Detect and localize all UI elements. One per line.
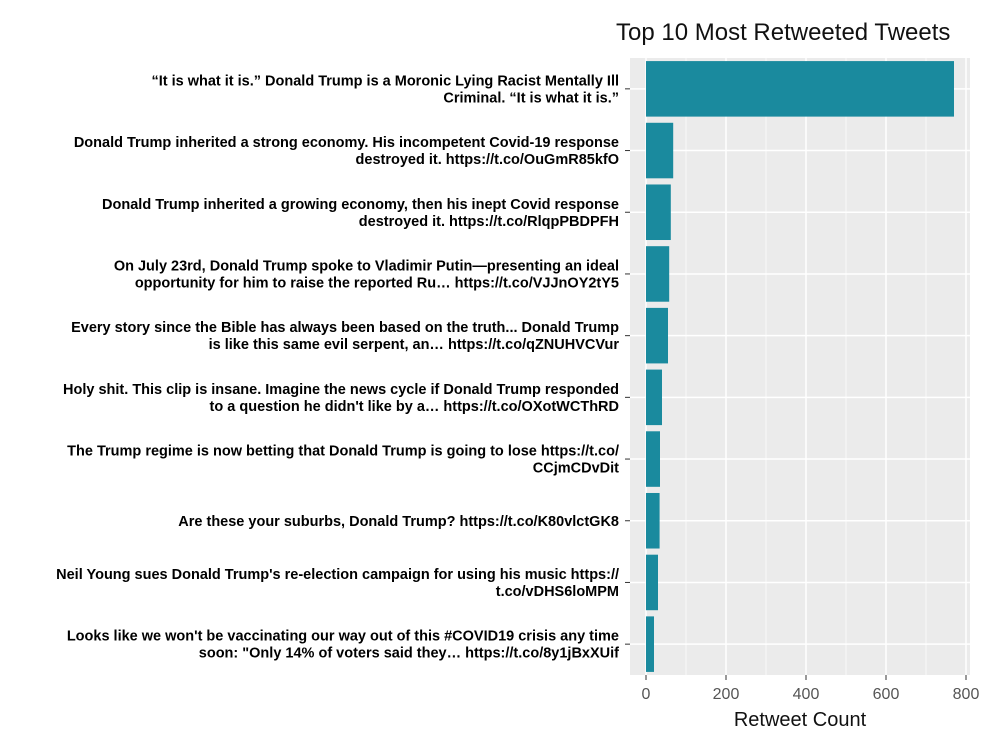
bar [646, 61, 954, 117]
category-label: Holy shit. This clip is insane. Imagine … [63, 382, 619, 415]
bar [646, 307, 668, 364]
bar [646, 122, 674, 179]
category-label-line: Neil Young sues Donald Trump's re-electi… [56, 567, 619, 583]
category-label-line: Holy shit. This clip is insane. Imagine … [63, 382, 619, 398]
category-label: Donald Trump inherited a strong economy.… [74, 135, 619, 168]
category-label: On July 23rd, Donald Trump spoke to Vlad… [114, 258, 619, 291]
bar [646, 554, 658, 611]
category-label-line: destroyed it. https://t.co/RlqpPBDPFH [359, 214, 619, 230]
chart-title: Top 10 Most Retweeted Tweets [616, 19, 950, 46]
category-label-line: to a question he didn't like by a… https… [210, 399, 619, 415]
category-label-line: Criminal. “It is what it is.” [443, 90, 619, 106]
category-label: “It is what it is.” Donald Trump is a Mo… [151, 73, 619, 106]
bar [646, 431, 660, 487]
x-axis-title: Retweet Count [734, 709, 867, 731]
category-label-line: Every story since the Bible has always b… [71, 320, 619, 336]
category-label-line: Looks like we won't be vaccinating our w… [67, 629, 619, 645]
x-tick-label: 400 [793, 686, 820, 703]
bar [646, 369, 662, 426]
bars [646, 61, 954, 672]
category-label: Every story since the Bible has always b… [71, 320, 619, 353]
category-label-line: soon: "Only 14% of voters said they… htt… [199, 646, 619, 662]
axis-ticks: 0 200 400 600 800 [625, 88, 980, 703]
category-label-line: The Trump regime is now betting that Don… [67, 444, 619, 460]
bar [646, 184, 671, 241]
x-tick-label: 800 [953, 686, 980, 703]
category-label-line: t.co/vDHS6loMPM [496, 584, 619, 600]
category-label: Are these your suburbs, Donald Trump? ht… [178, 514, 619, 530]
category-label-line: opportunity for him to raise the reporte… [135, 275, 619, 291]
category-label: The Trump regime is now betting that Don… [67, 444, 619, 477]
category-label-line: Donald Trump inherited a strong economy.… [74, 135, 619, 151]
x-tick-label: 600 [873, 686, 900, 703]
bar [646, 492, 660, 549]
category-label-line: “It is what it is.” Donald Trump is a Mo… [151, 73, 619, 89]
bar [646, 616, 654, 672]
category-label: Neil Young sues Donald Trump's re-electi… [56, 567, 619, 600]
category-label: Donald Trump inherited a growing economy… [102, 197, 619, 230]
bar [646, 246, 670, 302]
x-tick-label: 200 [713, 686, 740, 703]
category-label-line: On July 23rd, Donald Trump spoke to Vlad… [114, 258, 619, 274]
plot-panel [630, 58, 970, 675]
category-label: Looks like we won't be vaccinating our w… [67, 629, 619, 662]
category-label-line: CCjmCDvDit [533, 461, 619, 477]
x-tick-label: 0 [642, 686, 651, 703]
category-label-line: Are these your suburbs, Donald Trump? ht… [178, 514, 619, 530]
category-label-line: is like this same evil serpent, an… http… [209, 337, 620, 353]
category-labels: “It is what it is.” Donald Trump is a Mo… [56, 73, 619, 661]
category-label-line: destroyed it. https://t.co/OuGmR85kfO [356, 152, 619, 168]
category-label-line: Donald Trump inherited a growing economy… [102, 197, 619, 213]
